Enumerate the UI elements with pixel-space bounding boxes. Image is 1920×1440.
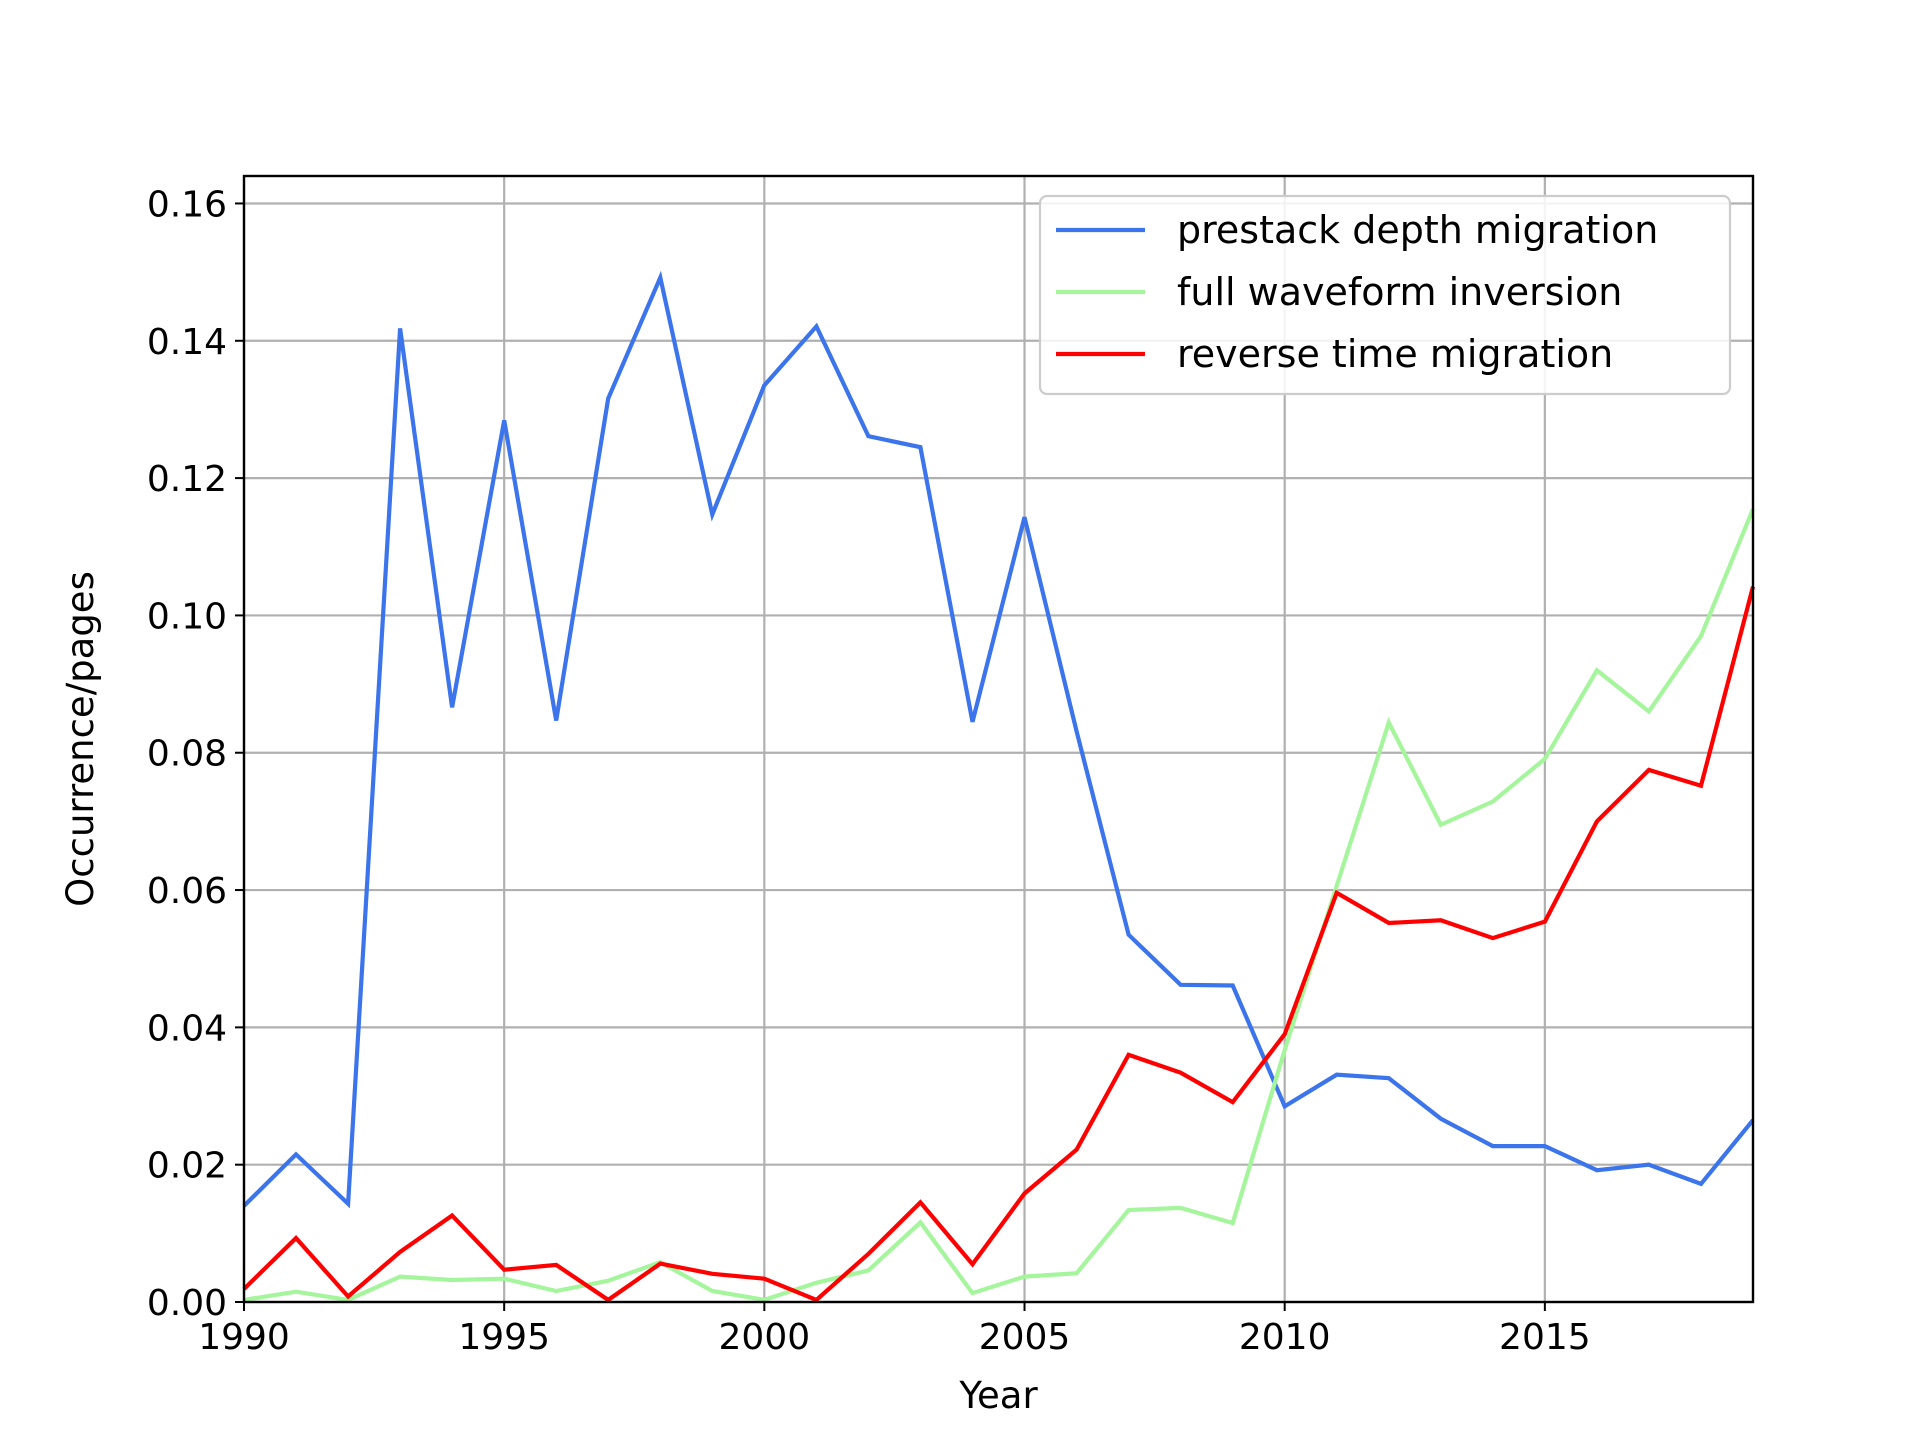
x-tick-label: 2000 [719, 1317, 811, 1358]
y-tick-label: 0.00 [147, 1283, 227, 1324]
series-line-2 [243, 508, 1755, 1303]
y-tick-label: 0.02 [147, 1146, 227, 1187]
y-tick-label: 0.04 [147, 1008, 227, 1049]
axis-ticks [235, 202, 1546, 1311]
y-tick-label: 0.10 [147, 596, 227, 637]
legend-label-3: reverse time migration [1177, 332, 1613, 376]
plot-frame [242, 174, 1755, 1304]
series-line-1 [242, 270, 1755, 1209]
x-tick-label: 2005 [979, 1317, 1071, 1358]
y-tick-label: 0.14 [147, 322, 227, 363]
series-line-3 [242, 586, 1756, 1303]
grid [242, 176, 1753, 1304]
x-tick-label: 1995 [458, 1317, 550, 1358]
series-lines [242, 270, 1756, 1303]
legend-label-2: full waveform inversion [1177, 270, 1622, 314]
y-tick-label: 0.08 [147, 734, 227, 775]
axis-tick-labels: 1990 1995 2000 2005 2010 2015 0.00 0.02 0.04 0.06… [147, 184, 1591, 1358]
legend: prestack depth migration full waveform in… [1038, 194, 1732, 396]
x-axis-title: Year [958, 1374, 1038, 1417]
x-tick-label: 2010 [1239, 1317, 1331, 1358]
x-tick-label: 1990 [198, 1317, 290, 1358]
y-tick-label: 0.06 [147, 871, 227, 912]
y-tick-label: 0.16 [147, 184, 227, 225]
legend-label-1: prestack depth migration [1177, 208, 1658, 252]
y-axis-title: Occurrence/pages [59, 571, 102, 907]
x-tick-label: 2015 [1499, 1317, 1591, 1358]
legend-box [1038, 194, 1732, 396]
y-tick-label: 0.12 [147, 459, 227, 500]
